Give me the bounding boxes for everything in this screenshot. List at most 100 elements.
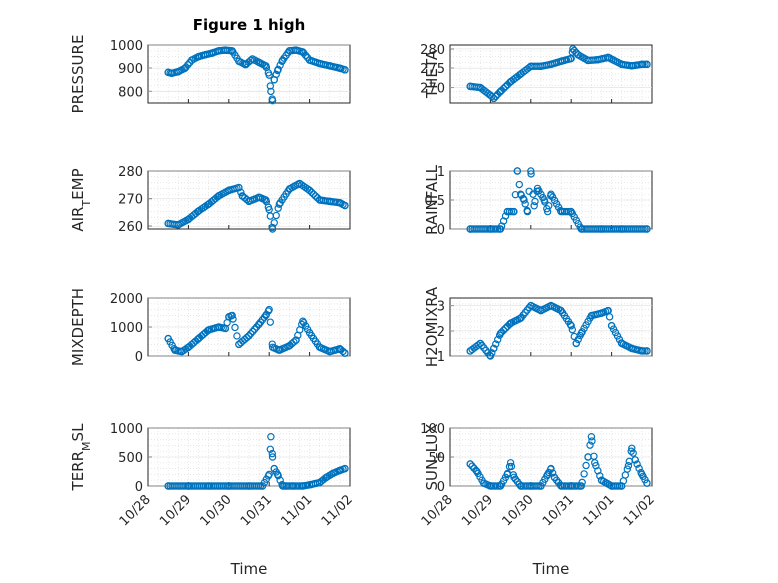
data-point xyxy=(272,211,280,220)
y-tick-label: 0 xyxy=(437,223,445,238)
data-point xyxy=(486,352,495,360)
data-point xyxy=(341,201,349,210)
data-point xyxy=(285,342,294,350)
data-point xyxy=(305,329,314,337)
data-point xyxy=(275,346,283,354)
data-point xyxy=(228,47,236,55)
x-axis-label: Time xyxy=(230,560,268,578)
data-point xyxy=(275,200,283,208)
data-point xyxy=(299,482,307,490)
data-series xyxy=(466,433,651,490)
data-point xyxy=(305,186,314,195)
data-point xyxy=(628,444,636,452)
data-point xyxy=(214,192,223,200)
data-point xyxy=(468,462,476,470)
data-point xyxy=(316,59,324,68)
x-axis-label: Time xyxy=(532,560,570,578)
data-point xyxy=(584,453,592,461)
data-point xyxy=(316,343,324,351)
data-point xyxy=(618,339,626,348)
data-point xyxy=(298,320,306,329)
data-point xyxy=(543,207,552,216)
y-tick-label: 1 xyxy=(437,350,445,365)
data-point xyxy=(184,482,193,490)
data-point xyxy=(214,323,223,331)
data-point xyxy=(643,347,651,355)
data-point xyxy=(164,482,172,490)
data-point xyxy=(266,318,275,326)
data-point xyxy=(164,334,172,343)
data-point xyxy=(225,482,233,490)
data-point xyxy=(596,472,604,480)
data-point xyxy=(604,306,612,315)
data-point xyxy=(255,320,263,328)
subplot-1: 800 900 1000 PRESSURE Figure 1 high xyxy=(69,16,351,113)
data-point xyxy=(490,344,498,353)
y-tick-label: 260 xyxy=(118,220,143,235)
data-point xyxy=(550,473,559,481)
data-point xyxy=(167,69,176,78)
ylabel-part: SUN xyxy=(423,459,441,491)
data-point xyxy=(229,315,237,323)
data-point xyxy=(290,338,298,346)
data-point xyxy=(267,433,275,441)
data-point xyxy=(495,88,504,96)
y-tick-label: 1000 xyxy=(110,422,143,437)
data-point xyxy=(591,459,599,467)
data-point xyxy=(221,324,230,333)
data-point xyxy=(569,45,577,53)
y-tick-label: 100 xyxy=(420,422,445,437)
data-point xyxy=(547,190,555,198)
ylabel-subscript: T xyxy=(80,200,93,208)
data-series xyxy=(164,305,349,357)
data-point xyxy=(587,433,596,441)
y-tick-label: 280 xyxy=(118,165,143,180)
data-point xyxy=(543,470,552,479)
y-tick-label: 500 xyxy=(118,451,143,466)
data-point xyxy=(268,225,277,233)
data-point xyxy=(479,479,488,487)
data-point xyxy=(584,56,592,65)
data-point xyxy=(177,347,186,356)
data-point xyxy=(201,51,209,59)
data-point xyxy=(530,202,538,210)
data-point xyxy=(268,340,276,348)
data-point xyxy=(235,340,243,349)
data-point xyxy=(316,478,324,487)
y-axis-label: TERRMSL xyxy=(69,423,93,492)
y-tick-label: 3 xyxy=(437,300,445,315)
data-point xyxy=(305,56,314,64)
data-point xyxy=(273,66,282,75)
data-point xyxy=(181,64,189,72)
data-point xyxy=(341,349,349,357)
data-point xyxy=(309,190,318,198)
data-point xyxy=(547,60,555,69)
data-point xyxy=(228,311,236,320)
data-point xyxy=(492,340,500,348)
data-point xyxy=(336,466,344,475)
data-point xyxy=(466,347,474,355)
ylabel-part: SL xyxy=(69,423,87,442)
data-point xyxy=(262,311,270,320)
data-series xyxy=(164,433,349,490)
data-point xyxy=(250,325,259,333)
data-point xyxy=(336,64,344,72)
data-point xyxy=(506,78,515,86)
data-point xyxy=(643,60,651,69)
data-point xyxy=(588,437,596,445)
data-point xyxy=(326,62,334,70)
data-point xyxy=(537,306,545,315)
data-point xyxy=(517,190,525,198)
data-series xyxy=(466,301,651,360)
ylabel-subscript: M xyxy=(80,441,93,451)
y-tick-label: 275 xyxy=(420,62,445,77)
data-point xyxy=(638,470,646,479)
y-tick-label: 800 xyxy=(118,85,143,100)
data-point xyxy=(341,66,349,74)
data-point xyxy=(174,221,182,229)
ylabel-part: AIR xyxy=(69,207,87,232)
y-tick-label: 2 xyxy=(437,325,445,340)
data-series xyxy=(466,167,651,233)
